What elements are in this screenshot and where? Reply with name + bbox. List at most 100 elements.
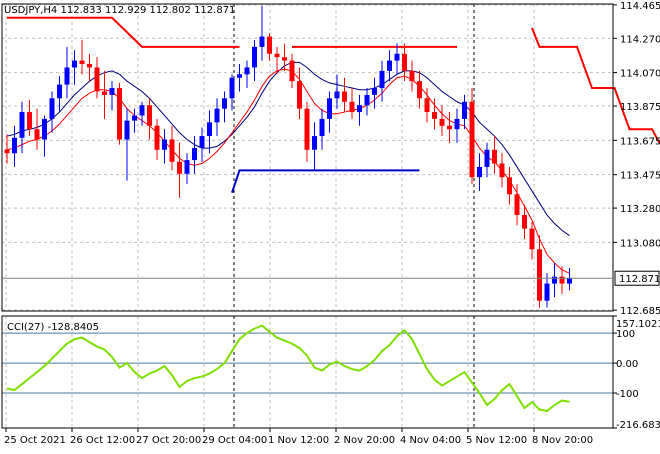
candle-body <box>454 118 460 130</box>
candle-body <box>64 67 70 85</box>
candle-body <box>312 136 317 150</box>
candle <box>147 98 152 140</box>
candle-body <box>199 136 205 149</box>
candle-body <box>372 88 377 95</box>
candle-body <box>477 166 482 178</box>
candle-body <box>559 276 565 284</box>
candle-body <box>484 149 490 167</box>
candle-body <box>402 53 407 71</box>
candle-body <box>469 101 475 178</box>
candle <box>252 40 257 82</box>
candle-body <box>109 88 115 95</box>
price-tick-label: 114.465 <box>620 1 660 12</box>
vertical-session-markers <box>233 4 475 428</box>
candle <box>214 98 220 137</box>
candle-body <box>87 64 92 68</box>
candle <box>507 166 512 205</box>
candle-body <box>499 163 505 178</box>
candle-body <box>34 129 40 140</box>
candle <box>12 125 17 167</box>
price-tick-label: 114.270 <box>620 34 660 45</box>
cci-line <box>6 324 570 413</box>
candle <box>387 50 392 82</box>
ma-slow-line <box>6 61 570 236</box>
candle-body <box>432 112 437 119</box>
candle <box>192 136 197 174</box>
candle <box>492 136 497 174</box>
candle <box>499 153 505 188</box>
candle <box>469 88 475 185</box>
candle-body <box>387 60 392 71</box>
candle <box>522 204 527 239</box>
candle <box>154 118 160 161</box>
candle-body <box>252 46 257 68</box>
candle <box>244 60 250 89</box>
candle <box>57 76 62 113</box>
candle-body <box>492 149 497 164</box>
candle <box>402 43 407 82</box>
candle <box>297 67 302 119</box>
price-tick-label: 112.685 <box>620 306 660 317</box>
candle <box>237 64 242 92</box>
candle <box>109 81 115 111</box>
cci-indicator <box>2 324 613 413</box>
candle <box>169 125 175 171</box>
candle <box>477 153 482 191</box>
candle-body <box>72 60 77 68</box>
price-tick-label: 113.080 <box>620 238 660 249</box>
ma-fast-line <box>6 68 570 274</box>
candle-body <box>102 91 107 95</box>
candle-body <box>177 161 182 174</box>
candle <box>379 60 385 102</box>
price-tick-label: 113.280 <box>620 204 660 215</box>
stop-line-segment <box>7 16 240 48</box>
candle <box>87 53 92 82</box>
candle-body <box>154 125 160 150</box>
candle-body <box>132 115 137 121</box>
candle-body <box>124 120 130 140</box>
candle-body <box>259 36 265 47</box>
time-tick-label: 29 Oct 04:00 <box>202 435 267 446</box>
candle-body <box>349 101 355 113</box>
cci-pane-frame <box>1 315 614 429</box>
price-tick-label: 113.675 <box>620 136 660 147</box>
candle <box>544 273 550 308</box>
price-pane-frame <box>1 3 614 312</box>
candle <box>537 235 542 308</box>
time-tick-label: 5 Nov 12:00 <box>466 435 527 446</box>
time-tick-label: 1 Nov 12:00 <box>268 435 329 446</box>
candle-body <box>447 125 452 130</box>
candle-body <box>514 194 520 215</box>
candle-body <box>417 81 422 99</box>
candle-body <box>409 70 415 82</box>
candle <box>79 40 85 75</box>
cci-tick-label: 100 <box>616 329 635 340</box>
candle-body <box>319 118 325 137</box>
support-line <box>231 169 420 193</box>
candle-body <box>169 139 175 162</box>
candle <box>357 94 362 126</box>
candle <box>529 221 535 260</box>
candle-body <box>139 105 145 116</box>
candle-body <box>12 137 17 154</box>
candle <box>312 122 317 171</box>
candle <box>484 142 490 178</box>
candle-body <box>244 67 250 75</box>
candle <box>139 101 145 126</box>
current-price-box <box>614 270 660 286</box>
candle-body <box>424 98 430 113</box>
candle <box>289 53 295 89</box>
candle-body <box>567 278 572 284</box>
candle <box>177 142 182 198</box>
candle <box>514 184 520 226</box>
candle-body <box>19 112 25 138</box>
candle <box>327 91 332 133</box>
candle-body <box>147 105 152 126</box>
candle <box>49 91 55 133</box>
cci-tick-label: -216.6837 <box>616 420 660 431</box>
current-price-label: 112.871 <box>619 274 660 285</box>
candle-body <box>4 149 10 154</box>
